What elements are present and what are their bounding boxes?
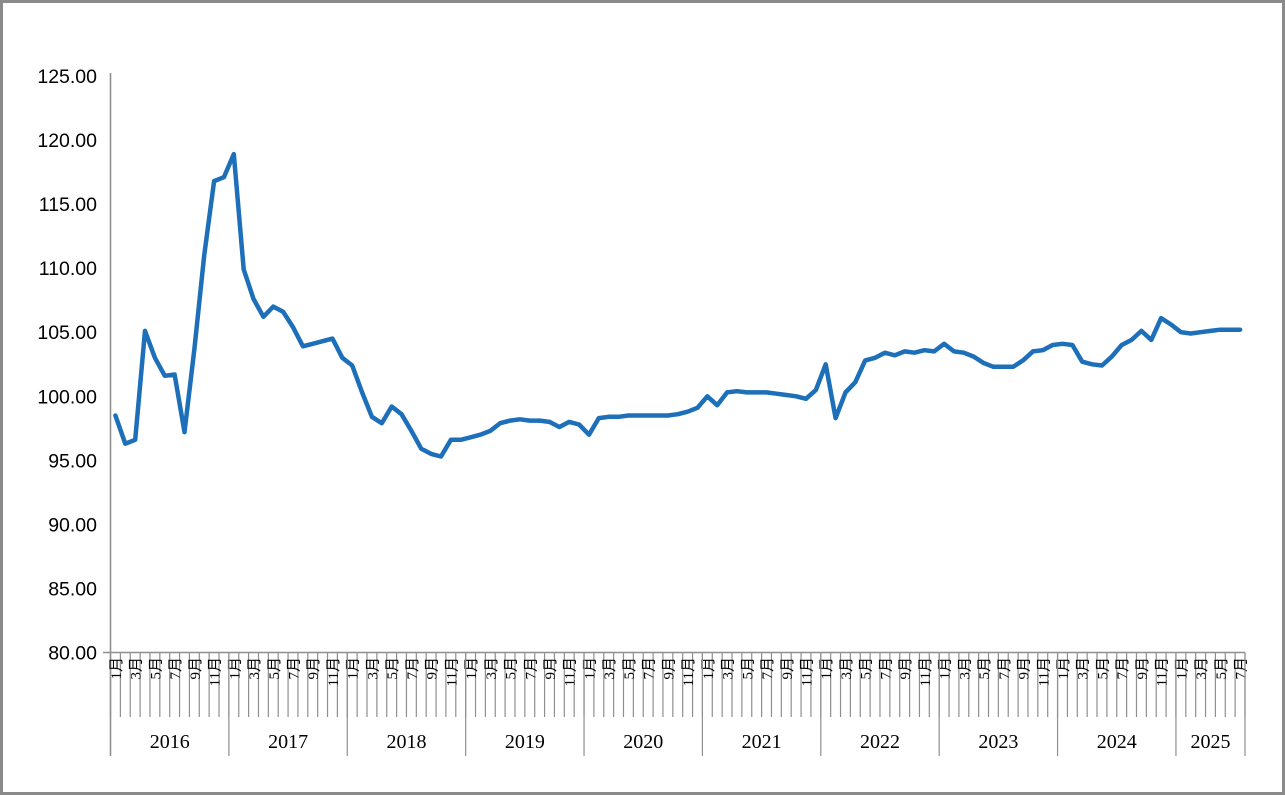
month-label: 3月 (602, 657, 618, 680)
month-label: 7月 (1115, 657, 1131, 680)
month-label: 3月 (1194, 657, 1210, 680)
month-label: 3月 (484, 657, 500, 680)
month-label: 7月 (405, 657, 421, 680)
month-label: 1月 (819, 657, 835, 680)
month-label: 7月 (1234, 657, 1250, 680)
month-label: 5月 (622, 657, 638, 680)
month-label: 5月 (740, 657, 756, 680)
y-axis-label: 95.00 (48, 450, 97, 472)
month-label: 3月 (839, 657, 855, 680)
month-label: 5月 (385, 657, 401, 680)
month-label: 7月 (523, 657, 539, 680)
y-axis-label: 115.00 (39, 194, 97, 216)
month-label: 7月 (287, 657, 303, 680)
y-axis-label: 120.00 (37, 130, 97, 152)
month-label: 7月 (997, 657, 1013, 680)
month-label: 9月 (543, 657, 559, 680)
year-label: 2022 (860, 731, 900, 753)
month-label: 3月 (129, 657, 145, 680)
line-chart-canvas: 125.00 120.00 115.00 110.00 105.00 100.00 95.0… (37, 66, 1250, 756)
month-label: 5月 (977, 657, 993, 680)
month-label: 7月 (878, 657, 894, 680)
month-label: 9月 (1017, 657, 1033, 680)
month-label: 11月 (918, 657, 934, 686)
month-label: 5月 (859, 657, 875, 680)
year-label: 2018 (386, 731, 426, 753)
year-label: 2021 (742, 731, 782, 753)
y-axis-label: 105.00 (37, 322, 97, 344)
month-label: 7月 (642, 657, 658, 680)
month-label: 11月 (1155, 657, 1171, 686)
month-label: 11月 (326, 657, 342, 686)
y-axis-label: 100.00 (37, 386, 97, 408)
month-label: 3月 (365, 657, 381, 680)
month-label: 9月 (188, 657, 204, 680)
y-axis-label: 90.00 (48, 514, 97, 536)
month-label: 1月 (464, 657, 480, 680)
year-label: 2020 (623, 731, 663, 753)
month-label: 11月 (444, 657, 460, 686)
month-label: 1月 (227, 657, 243, 680)
series-line (113, 151, 1243, 459)
month-label: 1月 (109, 657, 125, 680)
month-label: 7月 (168, 657, 184, 680)
year-label: 2023 (978, 731, 1018, 753)
y-axis-label: 85.00 (48, 578, 97, 600)
month-label: 7月 (760, 657, 776, 680)
month-label: 1月 (1056, 657, 1072, 680)
year-label: 2025 (1190, 731, 1230, 753)
month-label: 9月 (661, 657, 677, 680)
month-label: 3月 (1076, 657, 1092, 680)
month-label: 9月 (306, 657, 322, 680)
year-label: 2016 (150, 731, 190, 753)
month-label: 1月 (938, 657, 954, 680)
month-label: 5月 (504, 657, 520, 680)
month-label: 11月 (799, 657, 815, 686)
month-label: 3月 (247, 657, 263, 680)
year-label: 2019 (505, 731, 545, 753)
month-label: 11月 (563, 657, 579, 686)
year-label: 2024 (1097, 731, 1137, 753)
month-label: 11月 (208, 657, 224, 686)
month-label: 3月 (721, 657, 737, 680)
month-label: 11月 (681, 657, 697, 686)
month-label: 3月 (957, 657, 973, 680)
month-label: 1月 (701, 657, 717, 680)
month-label: 5月 (148, 657, 164, 680)
month-label: 1月 (582, 657, 598, 680)
month-label: 1月 (346, 657, 362, 680)
month-label: 5月 (267, 657, 283, 680)
month-label: 9月 (898, 657, 914, 680)
year-label: 2017 (268, 731, 308, 753)
month-label: 9月 (1135, 657, 1151, 680)
y-axis-label: 125.00 (37, 66, 97, 88)
month-label: 11月 (1036, 657, 1052, 686)
month-label: 5月 (1214, 657, 1230, 680)
month-label: 5月 (1095, 657, 1111, 680)
month-label: 9月 (780, 657, 796, 680)
y-axis-label: 110.00 (39, 258, 97, 280)
month-label: 9月 (425, 657, 441, 680)
y-axis-label: 80.00 (48, 643, 97, 665)
month-label: 1月 (1174, 657, 1190, 680)
